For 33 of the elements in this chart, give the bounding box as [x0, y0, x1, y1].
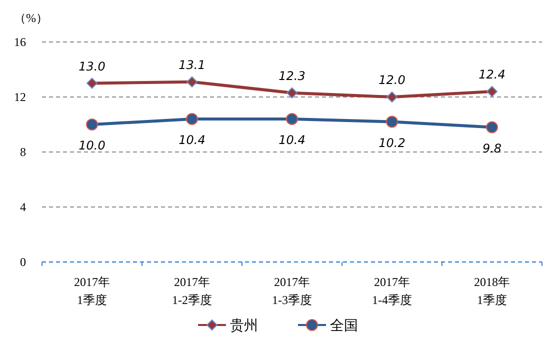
point: [186, 113, 198, 125]
point: [286, 87, 298, 98]
y-tick-label: 8: [20, 145, 26, 159]
data-label: 10.0: [78, 138, 106, 152]
x-tick-label: 2017年 1-4季度: [372, 275, 412, 307]
data-label: 10.2: [378, 136, 406, 150]
point: [486, 121, 498, 134]
x-tick-label: 2017年 1季度: [74, 275, 110, 307]
data-label: 12.0: [378, 73, 406, 87]
x-tick-label: 2017年 1-2季度: [172, 275, 212, 307]
data-label: 12.3: [278, 68, 306, 83]
legend-label: 全国: [330, 317, 358, 333]
y-tick-label: 16: [14, 35, 26, 49]
point: [386, 116, 398, 128]
point: [286, 113, 298, 125]
y-tick-label: 12: [14, 90, 26, 104]
data-label: 10.4: [178, 133, 206, 147]
point: [486, 86, 498, 97]
x-tick-label: 2018年 1季度: [474, 275, 510, 307]
y-tick-label: 0: [20, 255, 26, 269]
data-label: 13.0: [78, 59, 106, 74]
y-axis-title: （%）: [14, 11, 48, 25]
point: [86, 78, 98, 89]
data-label: 9.8: [482, 141, 502, 156]
data-label: 10.4: [278, 133, 306, 147]
point: [186, 76, 198, 88]
x-tick-label: 2017年 1-3季度: [272, 275, 312, 307]
legend-label: 贵州: [230, 317, 258, 333]
y-tick-label: 4: [20, 200, 26, 214]
point: [86, 118, 98, 130]
data-label: 13.1: [178, 58, 206, 72]
data-label: 12.4: [478, 68, 506, 82]
point: [386, 92, 398, 102]
